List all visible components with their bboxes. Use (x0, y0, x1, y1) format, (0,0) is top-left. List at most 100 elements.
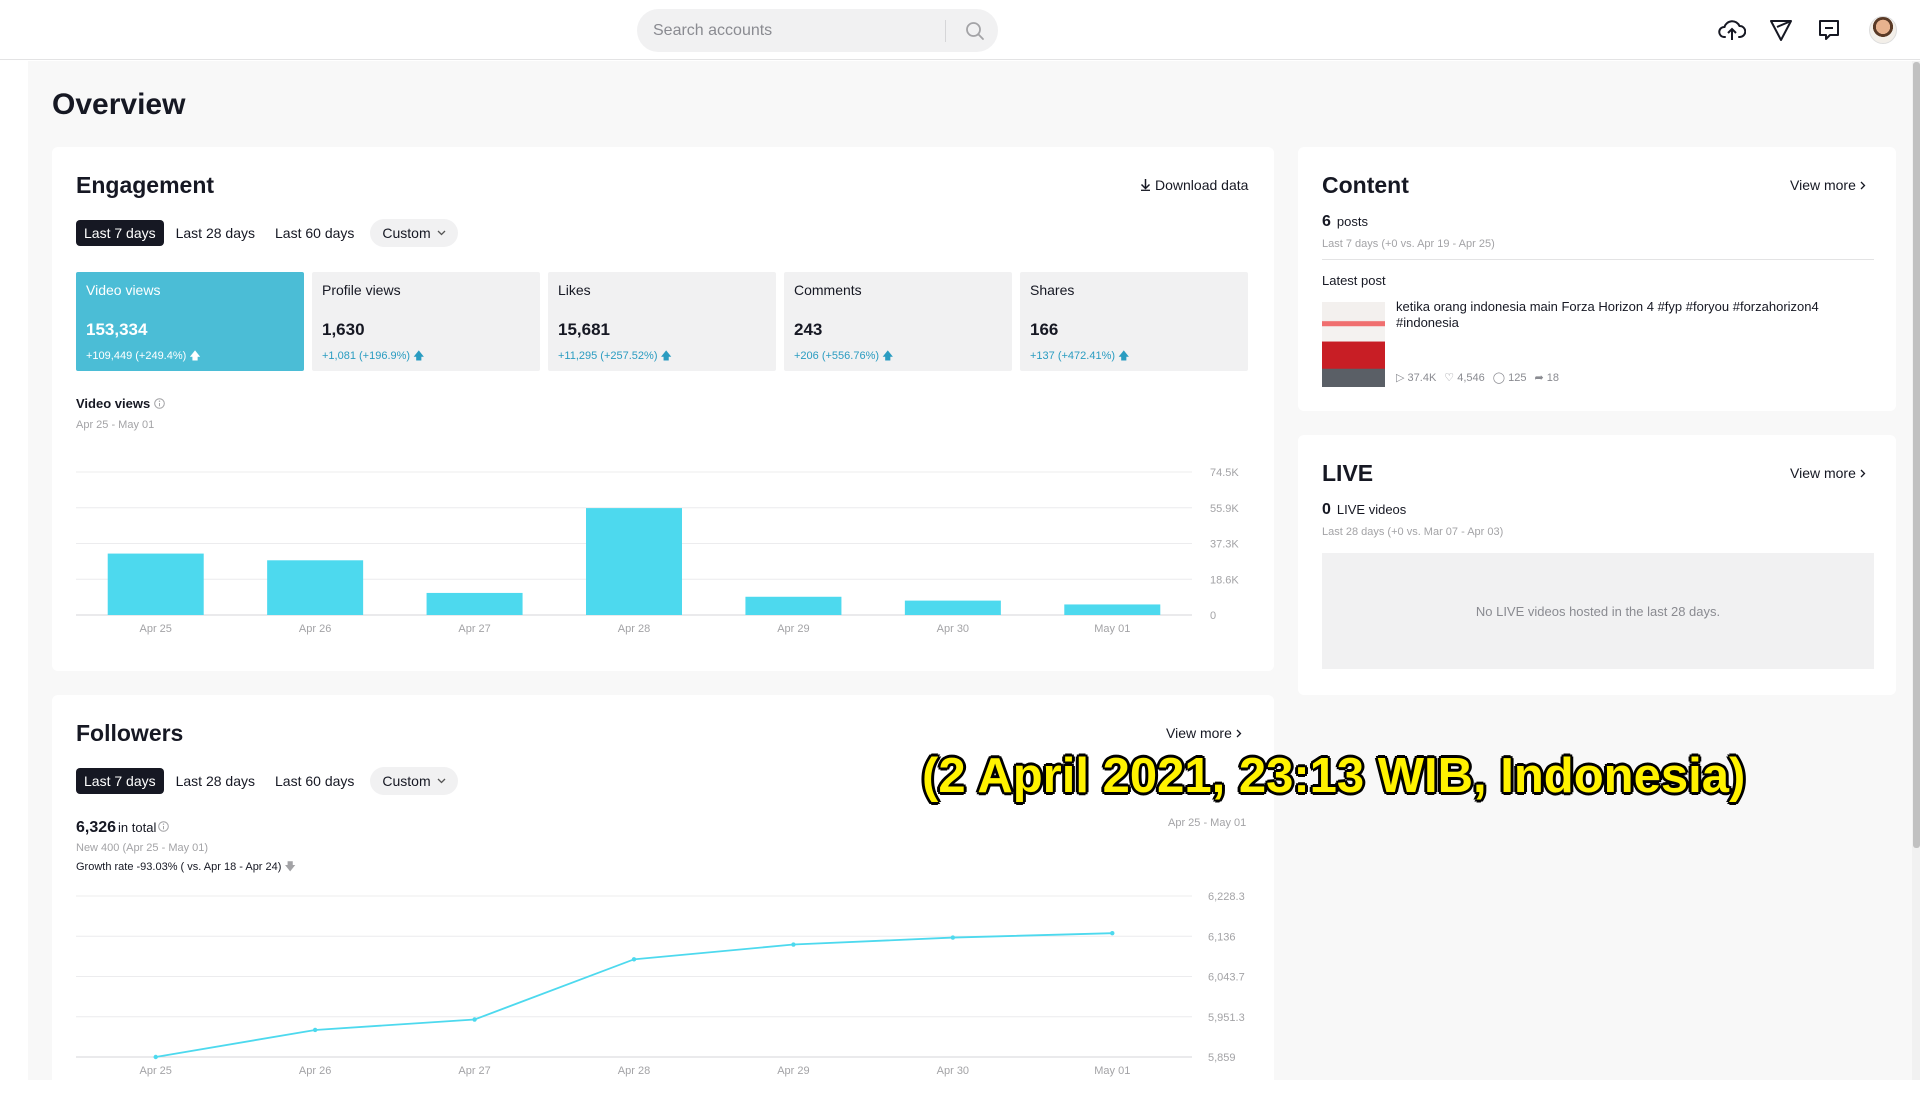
bar (426, 592, 523, 615)
engagement-card: Engagement Download data Last 7 days Las… (52, 147, 1274, 671)
tab-last-7-days[interactable]: Last 7 days (76, 220, 164, 246)
bar (586, 508, 682, 615)
chevron-down-icon (437, 230, 446, 236)
y-tick-label: 18.6K (1210, 574, 1239, 586)
metric-tile-likes[interactable]: Likes 15,681 +11,295 (+257.52%) 🡅 (548, 272, 776, 371)
live-title: LIVE (1322, 460, 1374, 486)
view-more-label: View more (1790, 177, 1856, 193)
tab-last-60-days[interactable]: Last 60 days (275, 773, 355, 789)
avatar[interactable] (1869, 16, 1897, 44)
x-tick-label: Apr 28 (618, 1065, 650, 1077)
share-icon: ➦ (1534, 372, 1544, 384)
chevron-down-icon (437, 778, 446, 784)
play-icon: ▷ (1396, 372, 1405, 384)
video-views-chart-title: Video views (76, 396, 165, 411)
bar (267, 560, 364, 615)
arrow-up-icon: 🡅 (660, 350, 672, 362)
content-count-label: posts (1336, 214, 1368, 229)
data-point (631, 957, 637, 962)
followers-card: Followers View more Last 7 days Last 28 … (52, 695, 1274, 1095)
metric-tile-video-views[interactable]: Video views 153,334 +109,449 (+249.4%) 🡅 (76, 272, 304, 371)
y-tick-label: 6,228.3 (1208, 891, 1245, 903)
scrollbar-thumb[interactable] (1913, 62, 1920, 848)
search-divider (945, 20, 946, 42)
latest-post-label: Latest post (1322, 273, 1386, 288)
info-icon[interactable] (158, 821, 170, 832)
metric-delta: +1,081 (+196.9%) 🡅 (322, 350, 425, 362)
upload-button[interactable] (1717, 15, 1747, 45)
search-button[interactable] (955, 9, 995, 52)
custom-range-label: Custom (382, 773, 431, 789)
y-tick-label: 37.3K (1210, 539, 1239, 551)
x-tick-label: Apr 25 (140, 1065, 172, 1077)
metric-label: Profile views (322, 282, 401, 298)
data-point (1110, 930, 1115, 936)
engagement-title: Engagement (76, 172, 215, 198)
search-input[interactable] (653, 9, 943, 52)
latest-post-title[interactable]: ketika orang indonesia main Forza Horizo… (1396, 299, 1819, 330)
live-count-label: LIVE videos (1336, 502, 1407, 517)
page-title: Overview (52, 88, 186, 121)
metric-tile-profile-views[interactable]: Profile views 1,630 +1,081 (+196.9%) 🡅 (312, 272, 540, 371)
send-icon (1770, 20, 1792, 41)
download-data-label: Download data (1155, 177, 1249, 193)
tab-last-60-days[interactable]: Last 60 days (275, 225, 355, 241)
content-card: Content View more 6 posts Last 7 days (+… (1298, 147, 1896, 411)
live-card: LIVE View more 0 LIVE videos Last 28 day… (1298, 435, 1896, 695)
message-icon (1819, 20, 1839, 40)
followers-total-value: 6,326 (76, 819, 117, 836)
y-tick-label: 5,951.3 (1208, 1012, 1245, 1024)
info-icon[interactable] (154, 398, 165, 409)
download-data-button[interactable]: Download data (1140, 177, 1248, 193)
heart-icon: ♡ (1444, 372, 1455, 384)
y-tick-label: 0 (1210, 610, 1216, 622)
content-divider (1322, 259, 1874, 260)
tab-last-7-days[interactable]: Last 7 days (76, 768, 164, 794)
inbox-send-button[interactable] (1766, 15, 1796, 45)
custom-range-label: Custom (382, 225, 431, 241)
metric-value: 166 (1030, 320, 1059, 339)
x-tick-label: May 01 (1094, 1065, 1130, 1077)
arrow-up-icon: 🡅 (189, 350, 201, 362)
followers-date-tabs: Last 7 days Last 28 days Last 60 days Cu… (76, 767, 458, 795)
series-line (155, 932, 1113, 1058)
metric-tiles: Video views 153,334 +109,449 (+249.4%) 🡅… (76, 272, 1248, 371)
metric-value: 15,681 (558, 320, 610, 339)
metric-tile-shares[interactable]: Shares 166 +137 (+472.41%) 🡅 (1020, 272, 1248, 371)
bar (107, 553, 204, 615)
shares-stat: ➦ 18 (1534, 372, 1560, 384)
tab-last-28-days[interactable]: Last 28 days (175, 225, 255, 241)
date-watermark: (2 April 2021, 23:13 WIB, Indonesia) (922, 749, 1746, 803)
followers-new: New 400 (Apr 25 - May 01) (76, 842, 209, 854)
content-compare: Last 7 days (+0 vs. Apr 19 - Apr 25) (1322, 238, 1495, 250)
tab-last-28-days[interactable]: Last 28 days (175, 773, 255, 789)
content-view-more[interactable]: View more (1790, 177, 1866, 193)
arrow-up-icon: 🡅 (413, 350, 425, 362)
live-compare: Last 28 days (+0 vs. Mar 07 - Apr 03) (1322, 526, 1504, 538)
content-title: Content (1322, 172, 1409, 198)
metric-tile-comments[interactable]: Comments 243 +206 (+556.76%) 🡅 (784, 272, 1012, 371)
video-views-bar-chart: 0 18.6K 37.3K 55.9K 74.5K Apr 25 Apr 26 Apr 27 A… (76, 467, 1239, 635)
x-tick-label: Apr 26 (299, 1065, 331, 1077)
chevron-right-icon (1860, 469, 1866, 477)
live-view-more[interactable]: View more (1790, 465, 1866, 481)
upload-cloud-icon (1718, 20, 1746, 40)
messages-button[interactable] (1814, 15, 1844, 45)
live-count: 0 LIVE videos (1322, 501, 1406, 519)
latest-post-thumbnail[interactable] (1322, 302, 1385, 387)
search-bar (637, 9, 998, 52)
views-stat: ▷ 37.4K (1396, 372, 1437, 384)
followers-title: Followers (76, 720, 184, 746)
metric-value: 1,630 (322, 320, 365, 339)
followers-view-more[interactable]: View more (1166, 725, 1242, 741)
x-tick-label: Apr 28 (618, 623, 650, 635)
custom-range-select[interactable]: Custom (370, 767, 458, 795)
engagement-date-tabs: Last 7 days Last 28 days Last 60 days Cu… (76, 219, 458, 247)
followers-growth-rate: Growth rate -93.03% ( vs. Apr 18 - Apr 2… (76, 861, 296, 873)
metric-delta: +206 (+556.76%) 🡅 (794, 350, 894, 362)
metric-label: Likes (558, 282, 591, 298)
bar (745, 596, 842, 615)
custom-range-select[interactable]: Custom (370, 219, 458, 247)
chevron-right-icon (1236, 729, 1242, 737)
x-tick-label: May 01 (1094, 623, 1130, 635)
